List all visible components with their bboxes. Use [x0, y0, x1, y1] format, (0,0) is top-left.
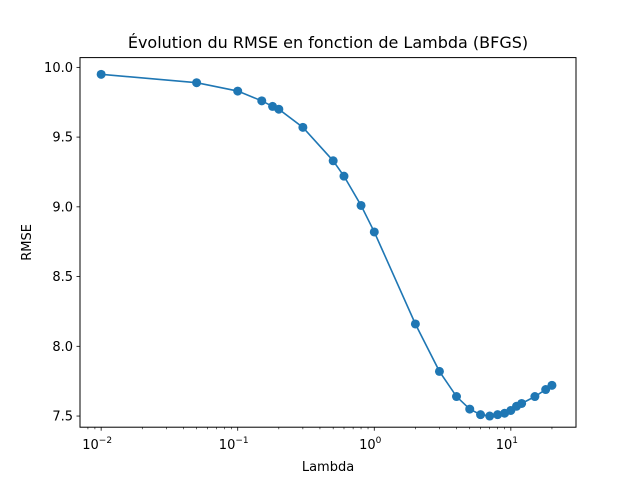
data-point: [339, 171, 349, 181]
data-point: [547, 380, 557, 390]
y-axis-label: RMSE: [20, 224, 35, 261]
data-point: [356, 200, 366, 210]
y-axis: 7.5 8.0 8.5 9.0 9.5 10.0: [44, 61, 80, 425]
data-point: [517, 398, 527, 408]
data-point: [434, 366, 444, 376]
y-tick-label: 10.0: [44, 61, 73, 76]
data-point: [465, 404, 475, 414]
data-point: [96, 69, 106, 79]
chart-title: Évolution du RMSE en fonction de Lambda …: [128, 33, 528, 52]
series-line: [101, 73, 553, 417]
data-point: [493, 410, 503, 420]
x-axis-label: Lambda: [302, 460, 354, 475]
x-axis: 10−2 10−1 100 101: [82, 427, 553, 453]
x-tick-label: 101: [496, 436, 518, 453]
data-point: [485, 411, 495, 421]
data-point: [233, 86, 243, 96]
plot-area: [96, 69, 557, 421]
plot-frame: [79, 57, 577, 428]
data-point: [369, 227, 379, 237]
data-point: [257, 96, 267, 106]
data-point: [328, 156, 338, 166]
y-tick-label: 8.5: [52, 270, 73, 285]
y-tick-label: 9.5: [52, 131, 73, 146]
data-point: [530, 392, 540, 402]
data-point: [192, 78, 202, 88]
y-tick-label: 8.0: [52, 340, 73, 355]
y-tick-label: 7.5: [52, 410, 73, 425]
data-point: [410, 319, 420, 329]
data-point: [452, 392, 461, 402]
data-point: [476, 410, 486, 420]
x-tick-label: 10−1: [219, 436, 249, 453]
data-point: [298, 122, 308, 132]
x-tick-label: 10−2: [82, 436, 112, 453]
x-tick-label: 100: [359, 436, 382, 453]
data-point: [274, 104, 284, 114]
y-tick-label: 9.0: [52, 200, 73, 215]
